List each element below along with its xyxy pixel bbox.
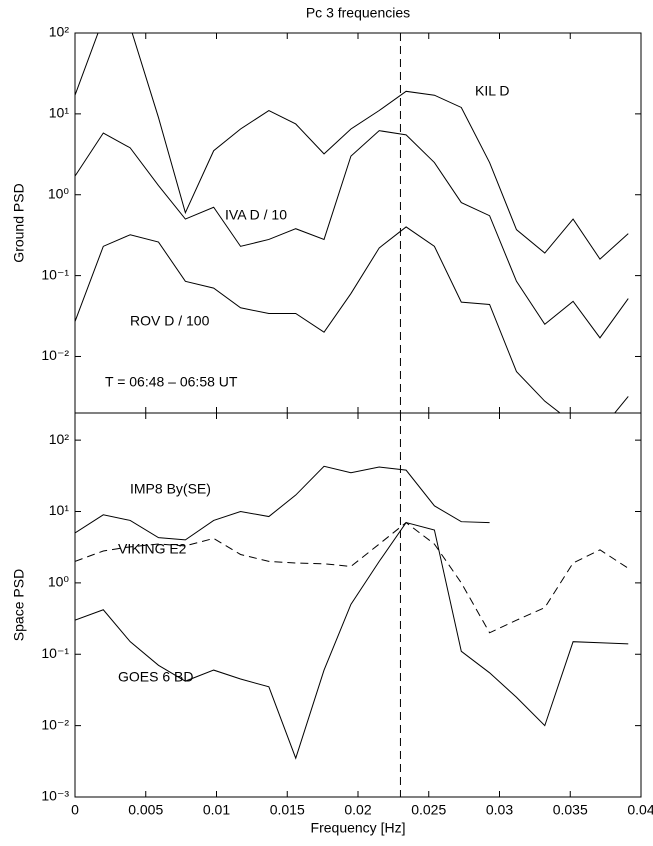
y-tick-label: 10² bbox=[49, 24, 70, 40]
plot-area bbox=[75, 33, 629, 413]
y-tick-label: 10¹ bbox=[49, 105, 70, 121]
y-tick-label: 10² bbox=[49, 431, 70, 447]
plot-area bbox=[75, 413, 629, 797]
series-label: VIKING E2 bbox=[118, 541, 187, 557]
plot-frame bbox=[74, 32, 642, 414]
x-tick-label: 0.025 bbox=[411, 802, 446, 818]
y-tick-label: 10⁰ bbox=[48, 185, 70, 201]
series-label: IVA D / 10 bbox=[225, 207, 287, 223]
x-axis-label: Frequency [Hz] bbox=[311, 820, 406, 836]
series-line bbox=[75, 130, 629, 339]
series-label: ROV D / 100 bbox=[130, 313, 210, 329]
y-tick-label: 10⁰ bbox=[48, 574, 70, 590]
series-line bbox=[75, 33, 629, 260]
series-label: KIL D bbox=[475, 83, 510, 99]
x-tick-label: 0 bbox=[71, 802, 79, 818]
series-label: IMP8 By(SE) bbox=[130, 481, 211, 497]
x-tick-label: 0.01 bbox=[203, 802, 230, 818]
series-line bbox=[75, 521, 629, 760]
y-tick-label: 10⁻² bbox=[41, 716, 69, 732]
x-tick-label: 0.005 bbox=[128, 802, 163, 818]
series-line bbox=[75, 521, 629, 634]
series-line bbox=[75, 465, 490, 541]
chart-title: Pc 3 frequencies bbox=[306, 5, 410, 21]
plot-frame bbox=[74, 412, 642, 798]
y-tick-label: 10⁻³ bbox=[41, 788, 69, 804]
x-tick-label: 0.03 bbox=[486, 802, 513, 818]
y-tick-label: 10⁻¹ bbox=[41, 266, 69, 282]
y-axis-label: Ground PSD bbox=[11, 183, 27, 262]
series-line bbox=[75, 226, 629, 413]
y-tick-label: 10¹ bbox=[49, 502, 70, 518]
y-tick-label: 10⁻¹ bbox=[41, 645, 69, 661]
x-tick-label: 0.015 bbox=[270, 802, 305, 818]
y-tick-label: 10⁻² bbox=[41, 347, 69, 363]
series-label: GOES 6 BD bbox=[118, 669, 193, 685]
annotation: T = 06:48 – 06:58 UT bbox=[105, 374, 238, 390]
x-tick-label: 0.035 bbox=[553, 802, 588, 818]
x-tick-label: 0.04 bbox=[627, 802, 653, 818]
y-axis-label: Space PSD bbox=[11, 569, 27, 641]
x-tick-label: 0.02 bbox=[344, 802, 371, 818]
